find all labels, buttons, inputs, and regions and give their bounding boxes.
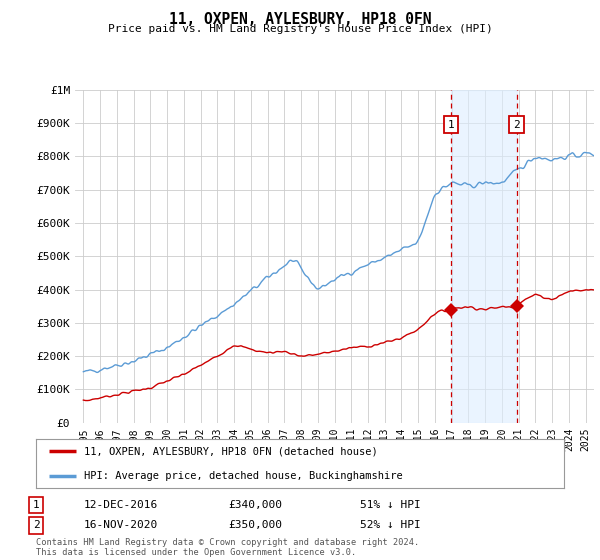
Text: Contains HM Land Registry data © Crown copyright and database right 2024.
This d: Contains HM Land Registry data © Crown c… — [36, 538, 419, 557]
Text: 2: 2 — [32, 520, 40, 530]
Text: Price paid vs. HM Land Registry's House Price Index (HPI): Price paid vs. HM Land Registry's House … — [107, 24, 493, 34]
Text: HPI: Average price, detached house, Buckinghamshire: HPI: Average price, detached house, Buck… — [83, 471, 402, 481]
Text: 11, OXPEN, AYLESBURY, HP18 0FN (detached house): 11, OXPEN, AYLESBURY, HP18 0FN (detached… — [83, 446, 377, 456]
Text: 51% ↓ HPI: 51% ↓ HPI — [360, 500, 421, 510]
Text: 12-DEC-2016: 12-DEC-2016 — [84, 500, 158, 510]
Text: 2: 2 — [513, 120, 520, 129]
Bar — [451, 90, 517, 423]
Text: 11, OXPEN, AYLESBURY, HP18 0FN: 11, OXPEN, AYLESBURY, HP18 0FN — [169, 12, 431, 27]
Text: £350,000: £350,000 — [228, 520, 282, 530]
Text: 1: 1 — [32, 500, 40, 510]
Text: £340,000: £340,000 — [228, 500, 282, 510]
Text: 16-NOV-2020: 16-NOV-2020 — [84, 520, 158, 530]
Text: 1: 1 — [448, 120, 454, 129]
Text: 52% ↓ HPI: 52% ↓ HPI — [360, 520, 421, 530]
